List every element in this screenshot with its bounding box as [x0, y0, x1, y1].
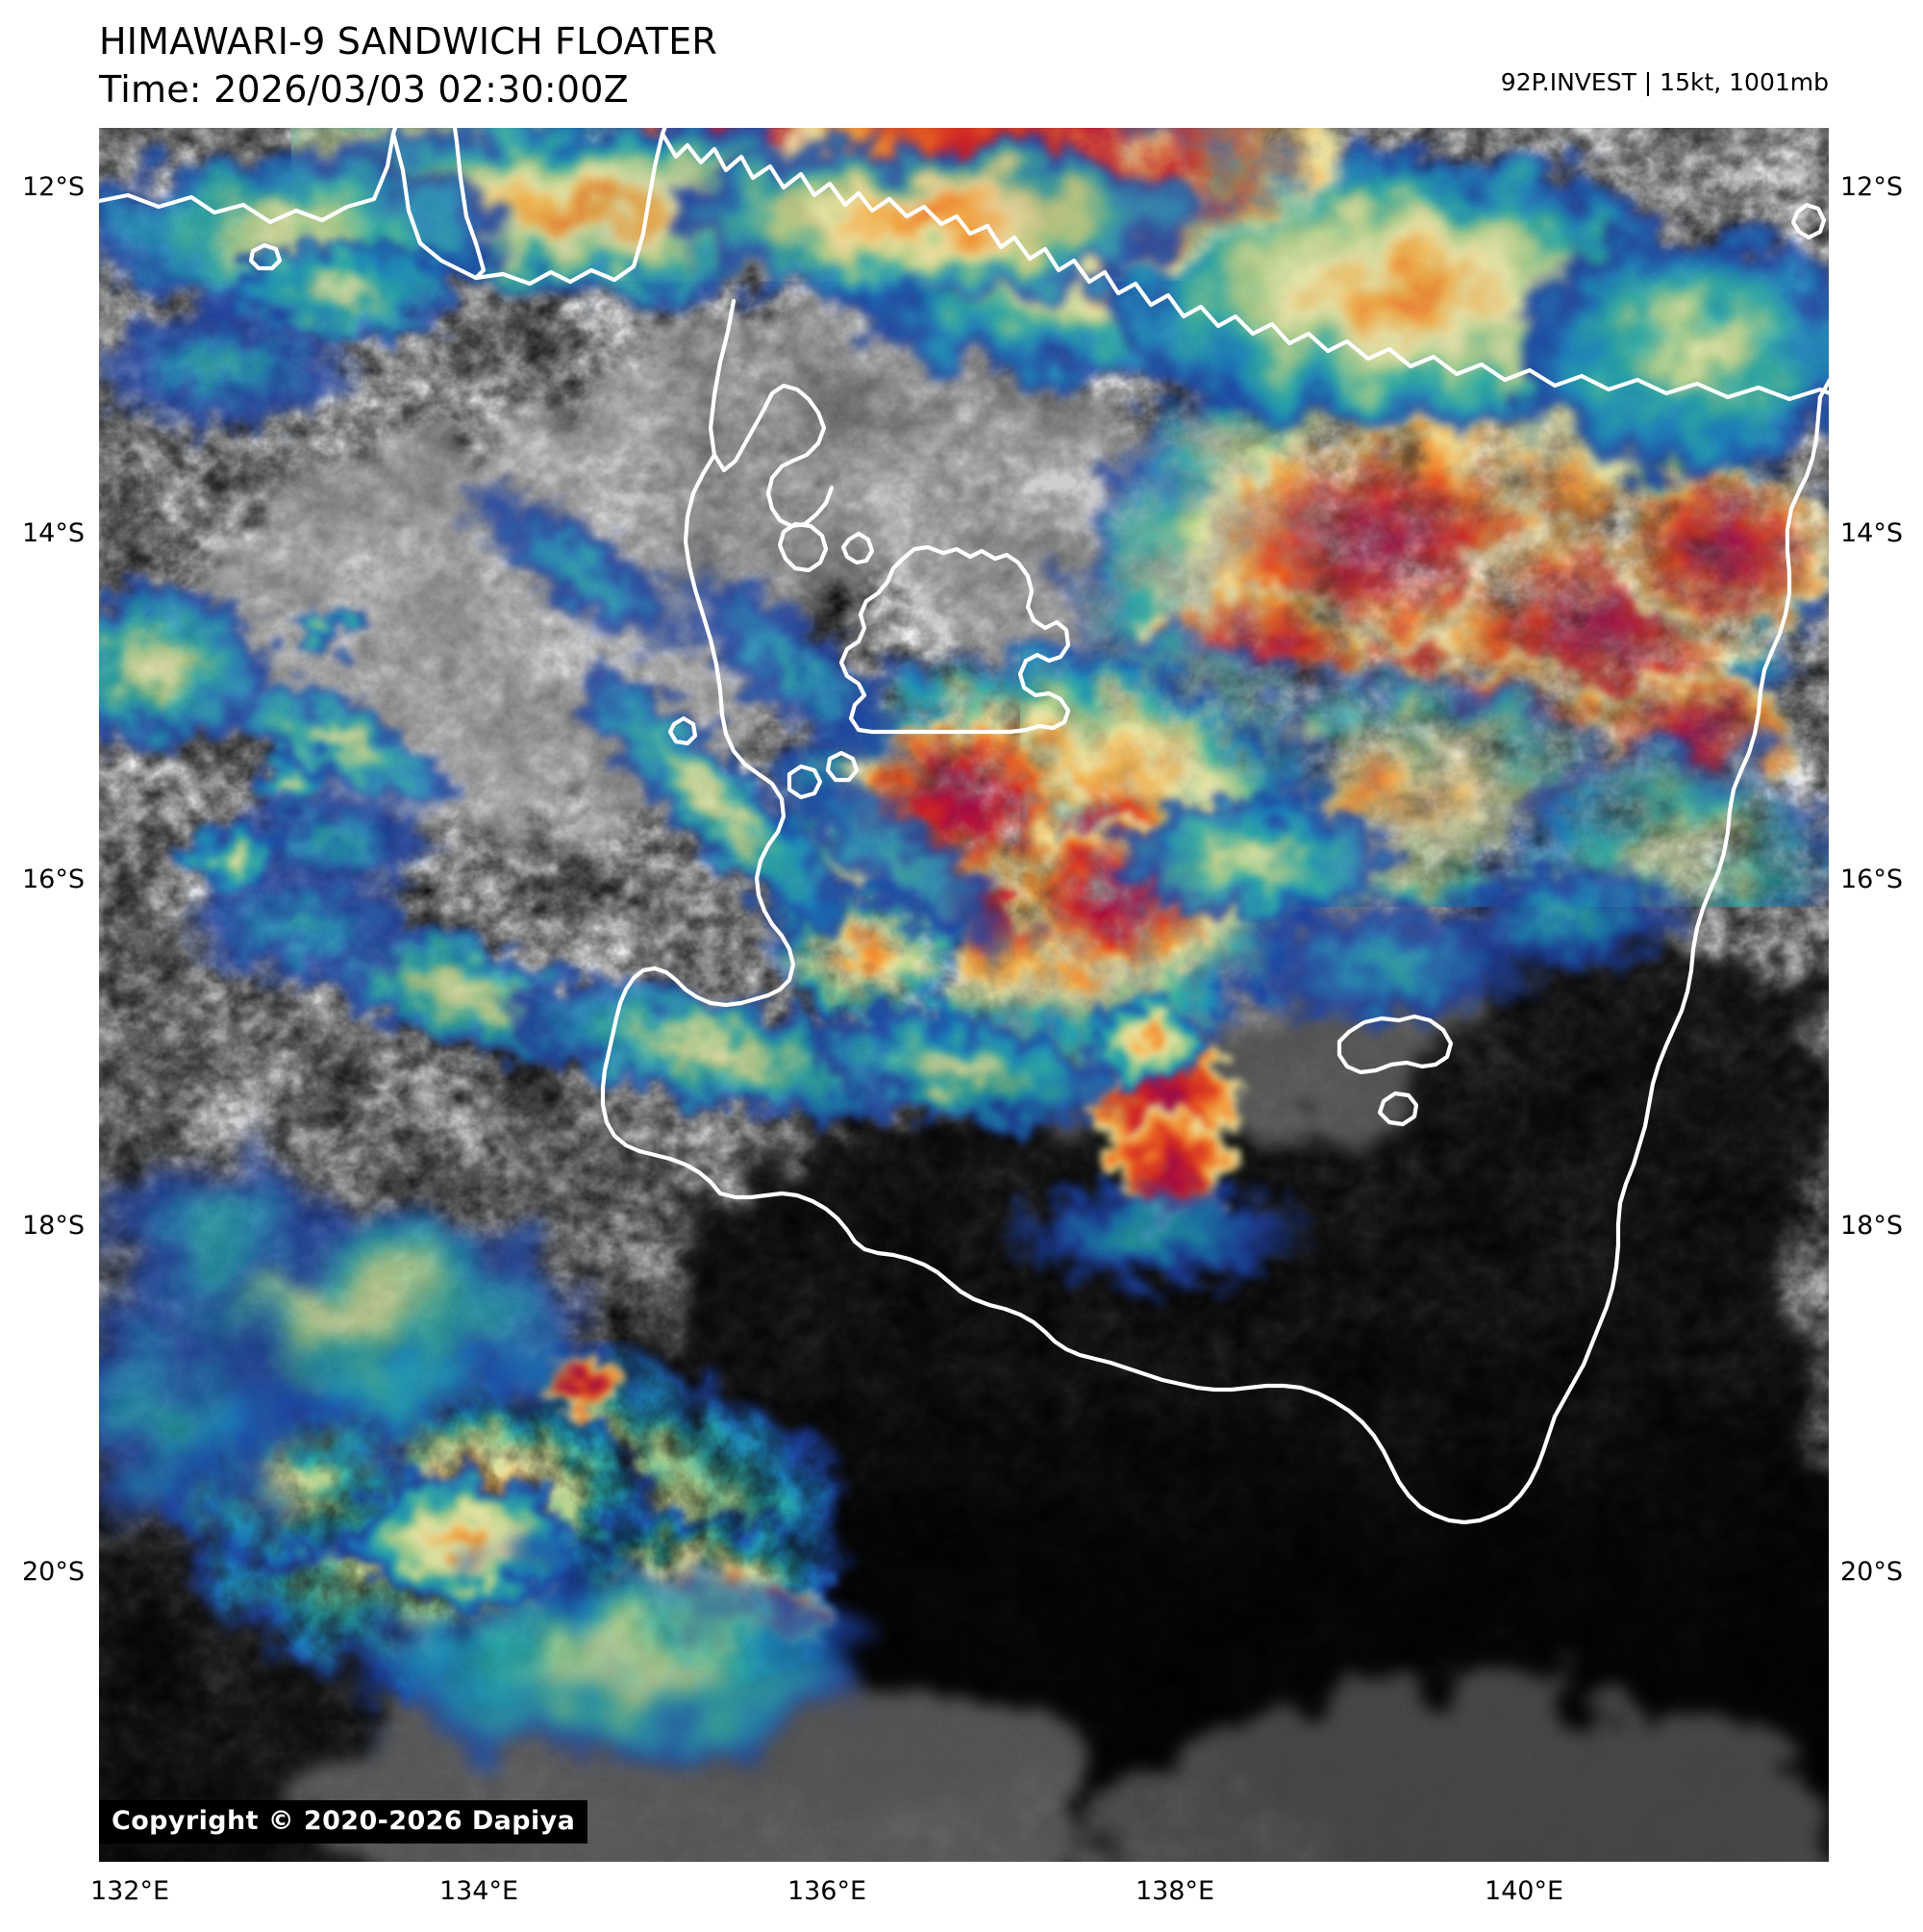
sensor-speckle-overlay	[99, 128, 1829, 1862]
lat-label-right-14s: 14°S	[1840, 518, 1903, 548]
satellite-image-panel	[99, 128, 1829, 1862]
lat-label-left-20s: 20°S	[22, 1557, 85, 1587]
coastline-islet-sw-3	[825, 750, 860, 783]
coastline-arnhem-east	[985, 223, 1829, 402]
coastline-inlet-upper	[683, 452, 725, 717]
copyright-watermark: Copyright © 2020-2026 Dapiya	[99, 1800, 588, 1844]
lon-label-140e: 140°E	[1484, 1876, 1564, 1906]
storm-info-label: 92P.INVEST | 15kt, 1001mb	[1500, 68, 1829, 96]
coastline-cape-york-west	[1552, 394, 1823, 1419]
lat-label-left-14s: 14°S	[22, 518, 85, 548]
lat-label-right-20s: 20°S	[1840, 1557, 1903, 1587]
coastline-gove-peninsula	[708, 298, 835, 529]
lon-label-138e: 138°E	[1135, 1876, 1215, 1906]
lat-label-right-18s: 18°S	[1840, 1211, 1903, 1241]
coastline-castlereagh	[631, 128, 667, 269]
coastline-bentinck-island	[1377, 1091, 1419, 1127]
coastline-mornington-island	[1336, 1014, 1454, 1075]
coastline-small-islet-east	[1790, 202, 1827, 240]
coastline-islet-north-1	[248, 242, 283, 271]
coastline-small-island-a	[840, 531, 875, 565]
coastline-overlay	[99, 128, 1829, 1525]
page-title: HIMAWARI-9 SANDWICH FLOATER	[99, 20, 718, 63]
lon-label-132e: 132°E	[89, 1876, 170, 1906]
lon-label-134e: 134°E	[438, 1876, 519, 1906]
coastline-gurig	[660, 131, 990, 237]
lat-label-right-16s: 16°S	[1840, 865, 1903, 894]
coastline-groote-eylandt	[838, 544, 1071, 735]
coastline-cape-york-north-inlet	[1817, 377, 1829, 400]
coastline-nt-gulf-west	[600, 712, 796, 1196]
lat-label-left-18s: 18°S	[22, 1211, 85, 1241]
coastline-bickerton-island	[777, 521, 829, 573]
lat-label-right-12s: 12°S	[1840, 172, 1903, 202]
satellite-imagery	[99, 128, 1829, 1862]
coastline-gulf-south-shore	[1108, 1360, 1558, 1525]
coastline-limmen-bight	[717, 1191, 1113, 1366]
coastline-arnhem-north	[99, 128, 398, 225]
coastline-cobourg	[473, 263, 637, 287]
coastline-islet-sw-1	[667, 715, 698, 746]
coastline-islet-sw-2	[787, 764, 823, 800]
lat-label-left-12s: 12°S	[22, 172, 85, 202]
lon-label-136e: 136°E	[787, 1876, 867, 1906]
lat-label-left-16s: 16°S	[22, 865, 85, 894]
timestamp-label: Time: 2026/03/03 02:30:00Z	[99, 68, 629, 111]
